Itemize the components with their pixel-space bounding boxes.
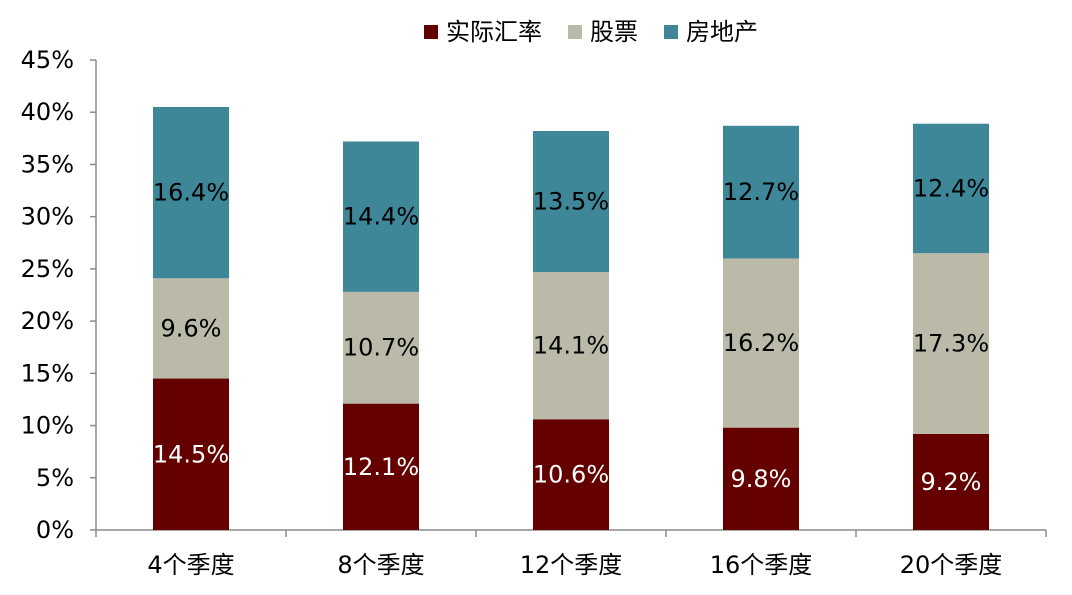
bar-segment: [343, 291, 419, 404]
y-tick-label: 5%: [36, 464, 74, 492]
data-labels: 14.5% 9.6% 16.4% 12.1% 10.7% 14.4% 10.6% 14.1% 1…: [153, 174, 989, 495]
y-tick-label: 0%: [36, 516, 74, 544]
bar-segment: [533, 131, 609, 273]
data-label: 14.1%: [533, 332, 609, 360]
data-label: 17.3%: [913, 330, 989, 358]
y-tick-label: 35%: [21, 150, 74, 178]
x-tick-label: 4个季度: [147, 551, 234, 579]
bar-segment: [153, 107, 229, 279]
legend-label: 股票: [590, 18, 638, 46]
bar-segment: [343, 403, 419, 530]
bar-segment: [153, 278, 229, 379]
data-label: 10.6%: [533, 461, 609, 489]
axes: 0% 5% 10% 15% 20% 25% 30% 35% 40% 45% 4个季度 8个季度 12个季…: [21, 46, 1047, 579]
data-label: 13.5%: [533, 188, 609, 216]
x-tick-label: 20个季度: [900, 551, 1003, 579]
y-tick-label: 30%: [21, 203, 74, 231]
data-label: 9.6%: [161, 314, 222, 342]
bar-segment: [723, 427, 799, 530]
legend-label: 房地产: [686, 18, 758, 46]
y-tick-label: 45%: [21, 46, 74, 74]
data-label: 9.8%: [731, 465, 792, 493]
legend-item: 股票: [568, 18, 638, 46]
bar-segment: [153, 378, 229, 530]
legend-swatch: [568, 25, 582, 39]
y-tick-label: 40%: [21, 98, 74, 126]
bar-segment: [913, 253, 989, 434]
x-tick-label: 12个季度: [520, 551, 623, 579]
data-label: 10.7%: [343, 334, 419, 362]
bar-segment: [343, 141, 419, 292]
bar-segment: [723, 258, 799, 428]
data-label: 12.4%: [913, 174, 989, 202]
bars: [153, 107, 989, 530]
data-label: 12.1%: [343, 453, 419, 481]
data-label: 12.7%: [723, 178, 799, 206]
legend: 实际汇率 股票 房地产: [424, 18, 758, 46]
legend-label: 实际汇率: [446, 18, 542, 46]
bar-segment: [723, 125, 799, 259]
y-tick-label: 20%: [21, 307, 74, 335]
data-label: 16.4%: [153, 179, 229, 207]
legend-swatch: [664, 25, 678, 39]
legend-swatch: [424, 25, 438, 39]
bar-segment: [533, 272, 609, 420]
data-label: 14.4%: [343, 203, 419, 231]
bar-segment: [913, 123, 989, 254]
legend-item: 实际汇率: [424, 18, 542, 46]
y-tick-label: 10%: [21, 412, 74, 440]
bar-segment: [533, 419, 609, 530]
legend-item: 房地产: [664, 18, 758, 46]
bar-segment: [913, 433, 989, 530]
x-tick-label: 8个季度: [337, 551, 424, 579]
y-tick-label: 15%: [21, 359, 74, 387]
y-tick-label: 25%: [21, 255, 74, 283]
data-label: 14.5%: [153, 440, 229, 468]
x-tick-label: 16个季度: [710, 551, 813, 579]
data-label: 16.2%: [723, 329, 799, 357]
data-label: 9.2%: [921, 468, 982, 496]
